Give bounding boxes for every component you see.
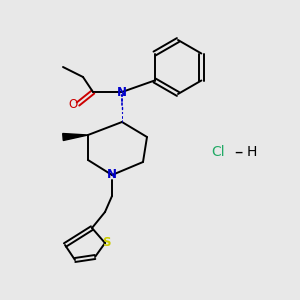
Text: N: N <box>107 169 117 182</box>
Polygon shape <box>63 134 88 140</box>
Text: N: N <box>117 85 127 98</box>
Text: –: – <box>234 143 242 161</box>
Text: H: H <box>247 145 257 159</box>
Text: O: O <box>68 98 78 110</box>
Text: S: S <box>102 236 110 250</box>
Text: Cl: Cl <box>211 145 225 159</box>
